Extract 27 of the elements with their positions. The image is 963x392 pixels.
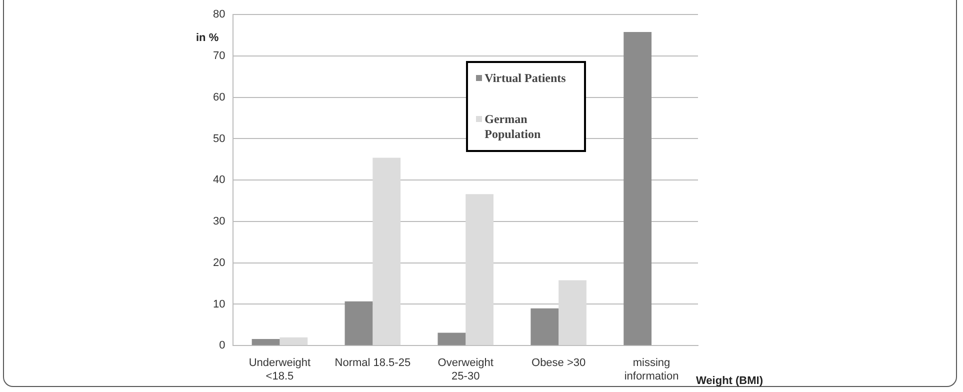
y-tick-label: 30 (212, 216, 226, 228)
y-tick-label: 10 (212, 298, 226, 310)
bar (372, 158, 401, 346)
y-tick-label: 0 (219, 340, 226, 352)
y-tick-label: 70 (212, 50, 226, 62)
bar (558, 280, 586, 346)
x-tick-label: Normal 18.5-25 (334, 357, 411, 370)
x-tick-label: missing information (624, 357, 679, 382)
y-tick-label: 40 (212, 174, 226, 186)
bar (344, 301, 373, 346)
bar (280, 337, 308, 346)
bar (252, 338, 280, 346)
y-tick-label: 50 (212, 132, 226, 145)
x-tick-label: Obese >30 (532, 357, 586, 370)
bar (530, 308, 559, 346)
y-tick-label: 60 (212, 91, 226, 104)
x-tick-label: Overweight 25-30 (438, 357, 494, 382)
y-tick-label: 80 (212, 8, 226, 21)
legend-label: German Population (484, 112, 542, 142)
bar (438, 332, 466, 346)
x-axis-title: Weight (BMI) (696, 375, 764, 387)
legend-label: Virtual Patients (484, 70, 566, 86)
x-tick-label: Underweight <18.5 (248, 357, 311, 382)
bar (466, 194, 494, 346)
y-axis-title: in % (196, 32, 219, 44)
bar (624, 32, 652, 346)
y-tick-label: 20 (212, 256, 226, 269)
